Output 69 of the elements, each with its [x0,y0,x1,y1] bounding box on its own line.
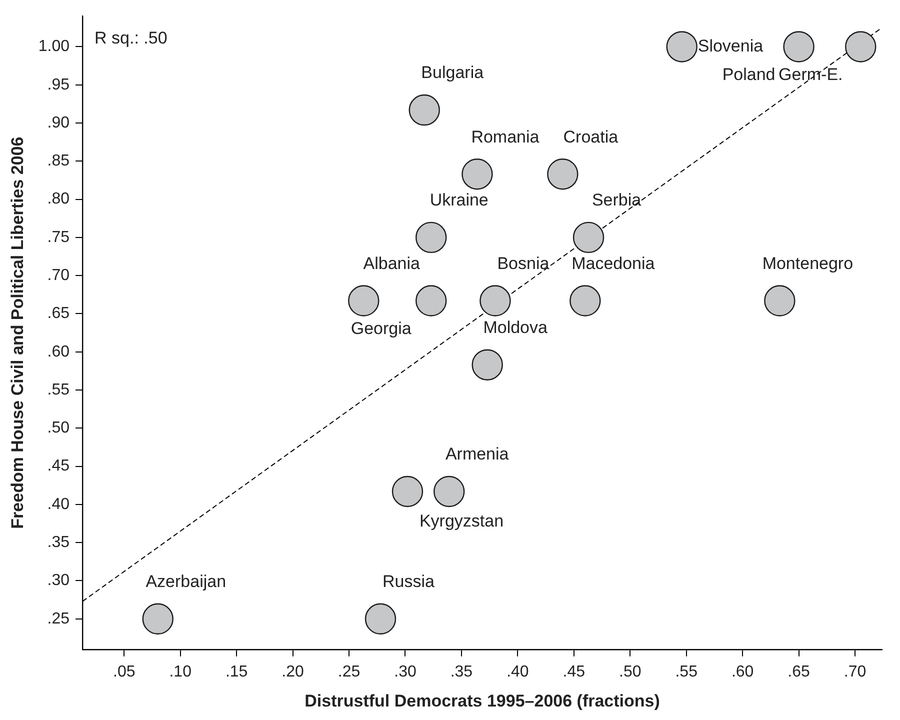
annotation: Macedonia [572,254,656,273]
point [416,285,447,316]
y-tick-label: .75 [47,228,70,246]
x-tick-label: .50 [619,663,642,680]
point [434,476,465,508]
y-tick-label: .90 [47,114,70,132]
point [845,31,876,62]
point [666,31,698,62]
annotation: Croatia [563,127,619,146]
point [480,285,511,316]
point [783,31,814,62]
y-tick-label: .25 [47,610,70,628]
y-tick-label: .70 [47,266,70,284]
point [764,285,796,316]
annotation: Ukraine [430,190,488,210]
x-tick-label: .15 [225,663,248,680]
point [572,222,604,254]
annotation: Albania [363,254,421,273]
annotation: Poland [722,64,776,84]
x-tick-label: .30 [394,663,416,680]
point [472,349,503,380]
point [416,222,447,254]
annotation: Georgia [350,318,412,338]
annotation: Slovenia [698,36,764,56]
annotation: Moldova [483,318,548,338]
y-tick-label: .40 [47,496,70,513]
y-tick-label: .65 [47,305,70,322]
point [462,158,493,190]
y-tick-label: 1.00 [38,38,70,56]
annotation: Russia [382,572,436,592]
x-tick-label: .45 [562,663,586,680]
x-tick-label: .20 [282,663,304,680]
x-tick-label: .10 [169,663,192,680]
x-tick-label: .60 [731,663,754,680]
annotation: Kyrgyzstan [419,512,504,531]
y-tick-label: .80 [47,190,70,208]
point [142,603,174,634]
annotation: R sq.: .50 [94,28,168,48]
annotation: Germ-E. [778,64,843,84]
x-tick-label: .65 [788,663,810,680]
point [408,94,440,126]
annotation: Romania [471,127,540,146]
y-tick-label: .30 [47,572,70,590]
point [570,285,601,316]
x-tick-label: .55 [675,663,698,680]
point [392,476,424,508]
x-tick-label: .35 [450,663,473,680]
annotation: Bosnia [497,254,550,273]
point [364,603,396,634]
annotation: Armenia [445,444,510,464]
annotation: Serbia [592,190,642,210]
y-axis-title: Freedom House Civil and Political Liberties 2006 [8,136,27,529]
y-tick-label: .55 [47,381,70,398]
x-tick-label: .25 [338,663,360,680]
y-tick-label: .95 [47,76,70,94]
y-tick-label: .35 [47,534,70,551]
y-tick-label: .85 [47,152,70,170]
x-axis-title: Distrustful Democrats 1995–2006 (fractions) [304,691,660,710]
annotation: Azerbaijan [146,572,226,592]
annotation: Montenegro [762,254,854,273]
annotation: Bulgaria [421,63,484,82]
x-tick-label: .70 [844,663,866,680]
y-tick-label: .60 [47,343,70,360]
y-tick-label: .45 [47,458,70,475]
point [348,285,380,316]
point [547,158,578,190]
x-tick-label: .05 [113,663,136,680]
x-tick-label: .40 [506,663,529,680]
y-tick-label: .50 [47,420,70,437]
